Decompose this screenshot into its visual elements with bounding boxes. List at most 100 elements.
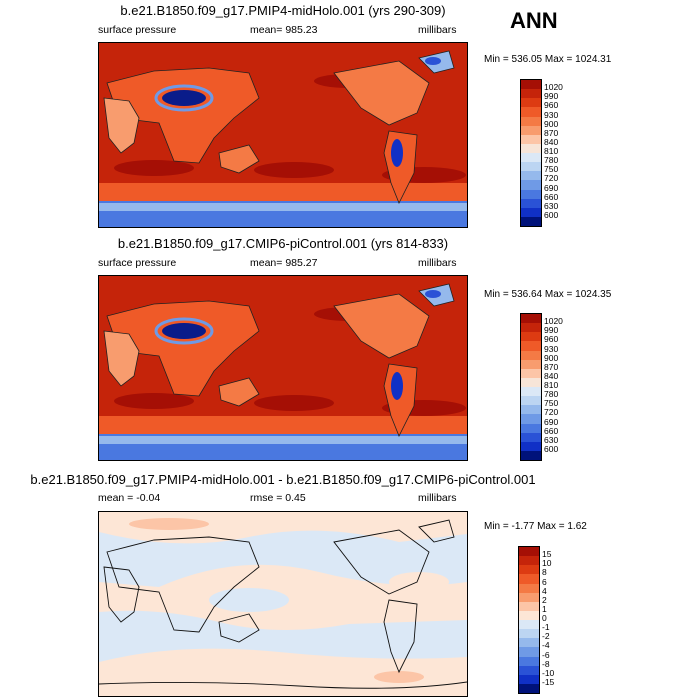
colorbar-swatch xyxy=(521,341,541,351)
panel2-variable-label: surface pressure xyxy=(98,257,177,269)
colorbar-tick-label: 630 xyxy=(544,434,559,445)
colorbar-tick-label: 750 xyxy=(544,164,559,175)
panel1-title: b.e21.B1850.f09_g17.PMIP4-midHolo.001 (y… xyxy=(120,3,446,18)
colorbar-tick-label: 0 xyxy=(542,613,547,623)
colorbar-swatch xyxy=(521,387,541,397)
colorbar-swatch xyxy=(521,107,541,117)
panel3-minmax: Min = -1.77 Max = 1.62 xyxy=(484,521,587,532)
colorbar-tick-label: -4 xyxy=(542,640,550,651)
colorbar-tick-label: 750 xyxy=(544,398,559,409)
colorbar-swatch xyxy=(521,171,541,181)
colorbar-swatch xyxy=(521,162,541,172)
colorbar-swatch xyxy=(519,574,539,584)
colorbar-swatch xyxy=(521,377,541,387)
colorbar-tick-label: -15 xyxy=(542,676,555,687)
colorbar-swatch xyxy=(519,665,539,675)
colorbar-tick-label: 10 xyxy=(542,558,552,569)
colorbar-tick-label: 1020 xyxy=(544,316,563,327)
colorbar-swatch xyxy=(521,216,541,226)
colorbar-swatch xyxy=(521,368,541,378)
colorbar-tick-label: 990 xyxy=(544,325,559,336)
colorbar-tick-label: -1 xyxy=(542,622,550,633)
colorbar-swatch xyxy=(521,450,541,460)
colorbar-swatch xyxy=(519,629,539,639)
colorbar-tick-label: 840 xyxy=(544,370,559,381)
panel2-colorbar xyxy=(520,313,542,461)
colorbar-tick-label: 960 xyxy=(544,100,559,111)
colorbar-swatch xyxy=(521,323,541,333)
colorbar-swatch xyxy=(521,134,541,144)
panel1-units-label: millibars xyxy=(418,24,457,36)
colorbar-swatch xyxy=(519,638,539,648)
colorbar-swatch xyxy=(521,125,541,135)
panel2-title: b.e21.B1850.f09_g17.CMIP6-piControl.001 … xyxy=(117,236,449,251)
colorbar-tick-label: 900 xyxy=(544,352,559,363)
colorbar-swatch xyxy=(521,153,541,163)
colorbar-tick-label: 600 xyxy=(544,209,559,220)
colorbar-swatch xyxy=(519,656,539,666)
colorbar-tick-label: -10 xyxy=(542,667,555,678)
panel3-rmse-label: rmse = 0.45 xyxy=(250,492,306,504)
colorbar-tick-label: 660 xyxy=(544,425,559,436)
panel1-minmax: Min = 536.05 Max = 1024.31 xyxy=(484,54,612,65)
colorbar-tick-label: 720 xyxy=(544,407,559,418)
colorbar-swatch xyxy=(521,396,541,406)
colorbar-tick-label: 630 xyxy=(544,200,559,211)
colorbar-tick-label: 870 xyxy=(544,361,559,372)
colorbar-swatch xyxy=(521,423,541,433)
panel3-map xyxy=(98,511,468,697)
colorbar-swatch xyxy=(519,610,539,620)
colorbar-swatch xyxy=(521,89,541,99)
colorbar-swatch xyxy=(519,547,539,557)
panel1-mean-label: mean= 985.23 xyxy=(250,24,318,36)
panel2-map xyxy=(98,275,468,461)
colorbar-swatch xyxy=(519,683,539,693)
colorbar-tick-label: 780 xyxy=(544,155,559,166)
colorbar-tick-label: 2 xyxy=(542,594,547,605)
colorbar-swatch xyxy=(521,207,541,217)
panel3-mean-label: mean = -0.04 xyxy=(98,492,161,504)
panel3-units-label: millibars xyxy=(418,492,457,504)
panel1-map xyxy=(98,42,468,228)
panel1-variable-label: surface pressure xyxy=(98,24,177,36)
colorbar-tick-label: 900 xyxy=(544,118,559,129)
colorbar-swatch xyxy=(521,180,541,190)
colorbar-tick-label: 960 xyxy=(544,334,559,345)
colorbar-tick-label: 4 xyxy=(542,585,547,596)
colorbar-tick-label: 840 xyxy=(544,136,559,147)
colorbar-tick-label: -6 xyxy=(542,649,550,660)
panel3-title: b.e21.B1850.f09_g17.PMIP4-midHolo.001 - … xyxy=(30,472,536,487)
panel1-colorbar-labels: 1020 990 960 930 900 870 840 810 780 750 720 690 660… xyxy=(544,79,584,225)
colorbar-swatch xyxy=(521,441,541,451)
panel2-units-label: millibars xyxy=(418,257,457,269)
colorbar-swatch xyxy=(521,143,541,153)
colorbar-swatch xyxy=(521,80,541,90)
colorbar-tick-label: 930 xyxy=(544,343,559,354)
colorbar-tick-label: 810 xyxy=(544,380,559,390)
colorbar-swatch xyxy=(519,620,539,630)
colorbar-swatch xyxy=(521,98,541,108)
panel1-colorbar xyxy=(520,79,542,227)
colorbar-tick-label: 930 xyxy=(544,109,559,120)
colorbar-swatch xyxy=(521,189,541,199)
colorbar-swatch xyxy=(521,414,541,424)
colorbar-tick-label: 720 xyxy=(544,173,559,184)
colorbar-tick-label: 600 xyxy=(544,443,559,454)
colorbar-tick-label: 780 xyxy=(544,389,559,400)
colorbar-tick-label: 690 xyxy=(544,182,559,193)
colorbar-swatch xyxy=(521,332,541,342)
colorbar-swatch xyxy=(521,432,541,442)
colorbar-tick-label: 870 xyxy=(544,127,559,138)
colorbar-swatch xyxy=(519,674,539,684)
colorbar-tick-label: 660 xyxy=(544,191,559,202)
colorbar-swatch xyxy=(519,647,539,657)
colorbar-tick-label: 6 xyxy=(542,576,547,587)
colorbar-tick-label: 15 xyxy=(542,549,552,560)
colorbar-swatch xyxy=(521,198,541,208)
colorbar-swatch xyxy=(521,314,541,324)
colorbar-swatch xyxy=(519,601,539,611)
panel3-colorbar-labels: 15 10 8 6 4 2 1 0 -1 -2 -4 -6 -8 -10 -15 xyxy=(542,546,582,692)
colorbar-swatch xyxy=(519,583,539,593)
colorbar-tick-label: 1020 xyxy=(544,82,563,93)
panel2-mean-label: mean= 985.27 xyxy=(250,257,318,269)
